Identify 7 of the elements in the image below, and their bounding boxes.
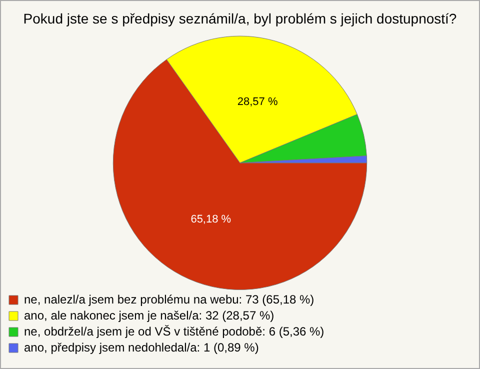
- data-label: 65,18 %: [190, 213, 232, 226]
- legend-label: ano, předpisy jsem nedohledal/a: 1 (0,89 %): [24, 340, 259, 354]
- legend-label: ano, ale nakonec jsem je našel/a: 32 (28,57 %): [24, 308, 274, 322]
- legend-label: ne, obdržel/a jsem je od VŠ v tištěné podobě: 6 (5,36 %): [24, 324, 324, 338]
- data-label: 28,57 %: [237, 96, 278, 108]
- legend-label: ne, nalezl/a jsem bez problému na webu: 73 (65,18 %): [24, 292, 314, 306]
- chart-title: Pokud jste se s předpisy seznámil/a, byl problém s jejich dostupností?: [23, 10, 457, 26]
